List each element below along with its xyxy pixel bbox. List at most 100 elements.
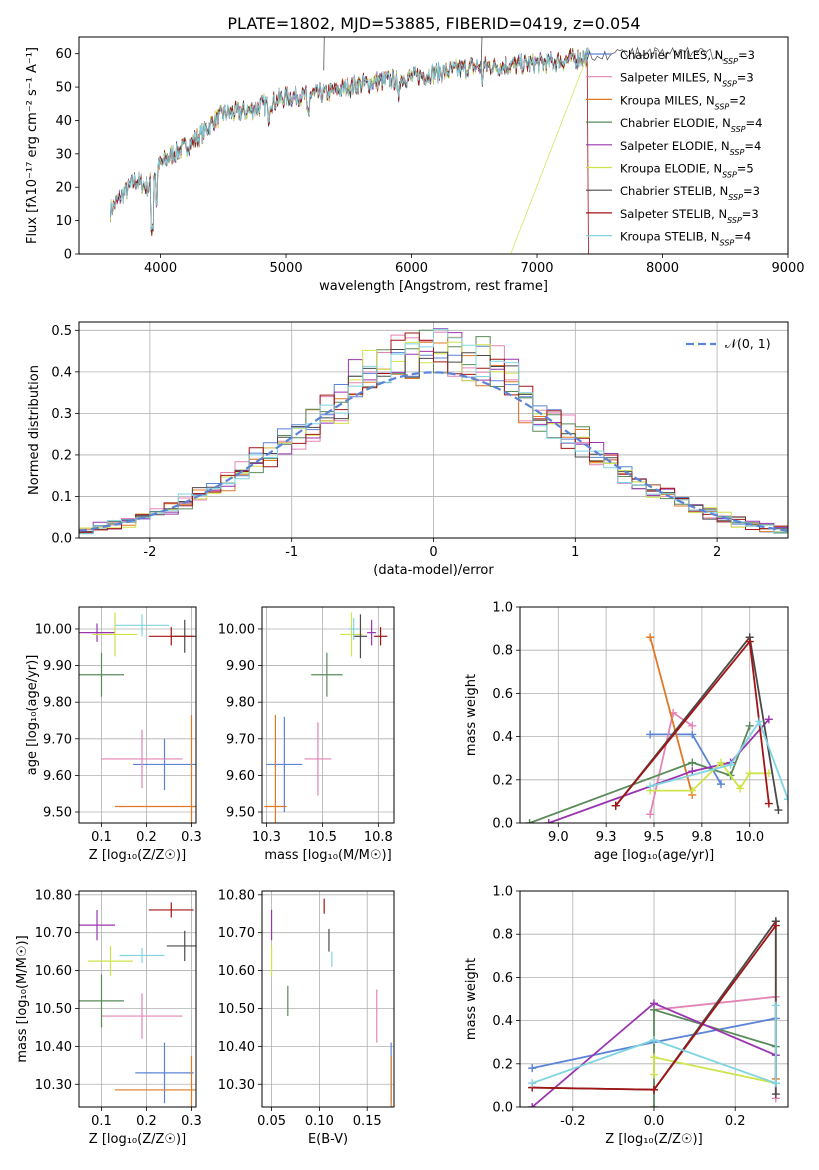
data-point [544, 819, 553, 823]
y-tick-label: 0.4 [51, 365, 72, 380]
data-point [525, 819, 534, 823]
y-tick-label: 0.2 [492, 773, 513, 788]
legend-label: Salpeter STELIB, NSSP=3 [620, 207, 759, 225]
axes-age-vs-mass: 10.3 10.5 10.8 9.50 9.60 9.70 9.80 9.90 10.00 mas… [218, 606, 395, 863]
y-tick-label: 50 [55, 81, 72, 96]
y-tick-label: 0.1 [51, 490, 72, 505]
x-axis-label: mass [log₁₀(M/M☉)] [264, 848, 391, 863]
y-tick-label: 0.8 [492, 928, 513, 943]
x-tick-label: 9000 [771, 261, 804, 276]
y-tick-label: 10.80 [35, 888, 72, 903]
x-tick-label: 9.0 [548, 830, 569, 845]
x-tick-label: 0 [429, 545, 437, 560]
data-point [784, 795, 788, 804]
x-tick-label: -0.2 [560, 1114, 585, 1129]
legend-label: Salpeter MILES, NSSP=3 [620, 71, 754, 89]
axes-spectrum: 4000 5000 6000 7000 8000 9000 0 10 20 30 40 50 60 wav… [25, 36, 805, 294]
y-tick-label: 0.5 [51, 324, 72, 339]
series-line [649, 719, 788, 800]
x-axis-label: Z [log₁₀(Z/Z☉)] [605, 1132, 702, 1147]
x-tick-label: 2 [713, 545, 721, 560]
spectrum-line [480, 37, 483, 68]
data-point [771, 1079, 780, 1088]
y-tick-label: 9.70 [43, 732, 72, 747]
x-tick-label: 0.3 [181, 1114, 202, 1129]
data-point [650, 1103, 658, 1107]
axes-frame [261, 606, 395, 824]
x-tick-label: 9.5 [644, 830, 665, 845]
y-tick-label: 40 [55, 114, 72, 129]
y-tick-label: 60 [55, 47, 72, 62]
x-tick-label: -2 [143, 545, 156, 560]
y-tick-label: 9.50 [43, 806, 72, 821]
y-tick-label: 10.70 [218, 926, 255, 941]
y-axis-label: Flux [fλ10⁻¹⁷ erg cm⁻² s⁻¹ A⁻¹] [25, 47, 40, 244]
plot-area [270, 898, 392, 1107]
axes-frame [78, 36, 789, 255]
y-tick-label: 9.50 [226, 806, 255, 821]
data-point [688, 730, 697, 739]
x-tick-label: 10.8 [364, 830, 393, 845]
spectrum-legend: Chabrier MILES, NSSP=3 Salpeter MILES, NS… [586, 48, 762, 247]
y-axis-label: mass weight [464, 674, 479, 756]
legend-label: Chabrier STELIB, NSSP=3 [620, 184, 760, 202]
x-tick-label: 0.05 [257, 1114, 286, 1129]
axes-mass-vs-ebv: 0.05 0.10 0.15 10.30 10.40 10.50 10.60 10.70 10.… [218, 888, 395, 1147]
data-point [736, 784, 745, 793]
series-line [531, 1005, 777, 1085]
x-tick-label: 0.10 [305, 1114, 334, 1129]
axes-frame [519, 606, 789, 824]
y-axis-label: mass weight [464, 958, 479, 1040]
x-axis-label: wavelength [Angstrom, rest frame] [319, 279, 548, 294]
y-tick-label: 10.70 [35, 926, 72, 941]
axes-frame [519, 890, 789, 1108]
y-tick-label: 0 [64, 248, 72, 263]
plot-area [79, 328, 788, 535]
y-tick-label: 9.80 [226, 696, 255, 711]
data-point [774, 806, 783, 815]
x-tick-label: 9.3 [596, 830, 617, 845]
y-tick-label: 10.60 [35, 964, 72, 979]
x-tick-label: 0.1 [91, 1114, 112, 1129]
x-tick-label: 0.15 [353, 1114, 382, 1129]
y-axis-label: mass [log₁₀(M/M☉)] [15, 935, 30, 1062]
data-point [688, 758, 697, 767]
data-point [745, 637, 754, 646]
y-tick-label: 10.50 [35, 1002, 72, 1017]
plot-area [528, 917, 780, 1107]
spectrum-line [110, 46, 590, 230]
data-point [726, 760, 735, 769]
plot-area [110, 37, 726, 254]
x-axis-label: age [log₁₀(age/yr)] [594, 848, 715, 863]
x-tick-label: 8000 [646, 261, 679, 276]
y-axis-label: Normed distribution [27, 365, 42, 495]
x-tick-label: 4000 [144, 261, 177, 276]
y-tick-label: 0.4 [492, 1014, 513, 1029]
y-tick-label: 10 [55, 214, 72, 229]
y-tick-label: 10.30 [218, 1078, 255, 1093]
y-tick-label: 0.6 [492, 687, 513, 702]
series-line [649, 711, 693, 815]
y-tick-label: 10.40 [35, 1040, 72, 1055]
x-tick-label: -1 [285, 545, 298, 560]
x-tick-label: 7000 [520, 261, 553, 276]
y-tick-label: 0.0 [51, 532, 72, 547]
data-point [717, 780, 725, 789]
normal-curve [79, 371, 788, 532]
legend-label: Salpeter ELODIE, NSSP=4 [620, 139, 761, 157]
spectrum-line [586, 46, 726, 61]
y-tick-label: 0.2 [51, 448, 72, 463]
data-point [646, 730, 655, 739]
y-tick-label: 9.90 [226, 659, 255, 674]
axes-frame [78, 321, 789, 539]
data-point [755, 717, 764, 726]
y-tick-label: 1.0 [492, 885, 513, 900]
data-point [717, 758, 725, 767]
x-axis-label: (data-model)/error [373, 563, 494, 578]
y-tick-label: 10.00 [35, 622, 72, 637]
legend-label: Kroupa MILES, NSSP=2 [620, 93, 746, 111]
data-point [771, 921, 780, 930]
y-tick-label: 9.60 [226, 769, 255, 784]
series-line [614, 635, 780, 811]
